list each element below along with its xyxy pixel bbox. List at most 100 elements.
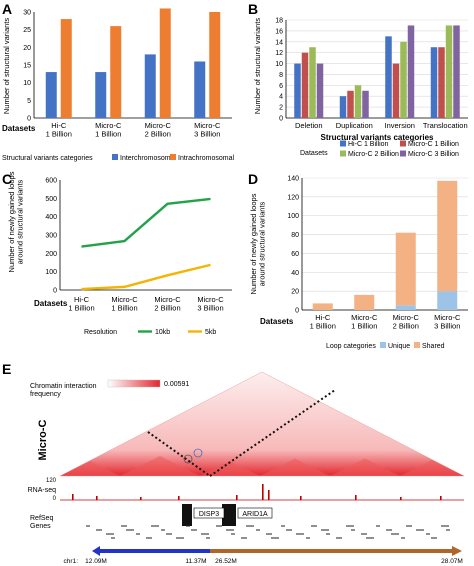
x-tick-label: Micro-C 2 Billion: [145, 121, 172, 139]
bar-series: [309, 47, 316, 118]
legend-entry: 10kb: [155, 329, 170, 336]
bar-series: [362, 90, 369, 118]
bar-series: [453, 25, 460, 119]
gene-label-box: [237, 507, 273, 519]
y-tick-label: 30: [23, 10, 31, 17]
bar-intrachromosomal: [209, 12, 221, 118]
x-tick-label: Hi-C 1 Billion: [310, 313, 336, 331]
legend-entry: Shared: [422, 343, 445, 350]
y-tick-label: 10: [275, 61, 283, 68]
x-axis-title: Datasets: [2, 124, 36, 133]
legend-entry: Micro-C 2 Billion: [348, 151, 399, 158]
bar-series: [316, 63, 324, 118]
x-tick-label: Micro-C 3 Billion: [197, 295, 224, 313]
gene-label-box: [193, 507, 225, 519]
x-tick-label: Micro-C 2 Billion: [393, 313, 420, 331]
y-tick-label: 100: [45, 269, 57, 276]
chr-coord: 26.52M: [215, 558, 237, 565]
rnaseq-peak: [236, 495, 238, 500]
bar-intrachromosomal: [60, 19, 72, 118]
tad-domain: [330, 458, 400, 476]
refseq-label: RefSeq Genes: [30, 515, 53, 530]
x-tick-label: Inversion: [385, 121, 415, 130]
rnaseq-peak: [400, 497, 402, 500]
panel-b-chart: B 0 2 4 6 8 10 12 14 16 18 Number of structural va…: [248, 1, 468, 158]
y-tick-label: 600: [45, 178, 57, 185]
x-tick-label: Deletion: [295, 121, 323, 130]
bar-series: [339, 96, 347, 118]
x-tick-label: Micro-C 3 Billion: [434, 313, 461, 331]
y-tick-label: 40: [291, 270, 299, 277]
bar-intrachromosomal: [110, 26, 122, 119]
y-tick-label: 25: [23, 27, 31, 34]
colorbar-title: Chromatin interaction frequency: [30, 383, 97, 398]
track-title: Micro-C: [37, 419, 49, 460]
y-axis-title: Number of newly gained loopsaround struc…: [7, 171, 25, 272]
y-tick-label: 300: [45, 233, 57, 240]
chr-coord: 11.37M: [185, 558, 206, 565]
legend-entry: Hi-C 1 Billion: [348, 141, 389, 148]
y-tick-label: 20: [23, 45, 31, 52]
legend-entry: Micro-C 1 Billion: [408, 141, 459, 148]
panel-c-chart: C 0 100 200 300 400 500 600 Number of newly gai…: [2, 171, 232, 336]
rnaseq-peak: [178, 496, 180, 500]
gene-block-disp3: [182, 504, 192, 526]
bar-series: [354, 85, 362, 118]
loop-circle: [193, 448, 203, 458]
legend-swatch: [400, 150, 406, 157]
stacked-bar-shared: [437, 180, 458, 292]
x-tick-label: Duplication: [336, 121, 373, 130]
rnaseq-peak: [300, 496, 302, 500]
bar-series: [407, 25, 415, 119]
y-tick-label: 200: [45, 251, 57, 258]
y-tick-label: 18: [275, 18, 283, 25]
chr-label: chr1:: [64, 558, 79, 565]
y-tick-label: 120: [287, 194, 299, 201]
sv-dotted-line: [209, 389, 336, 477]
rnaseq-ymin: 0: [53, 496, 57, 502]
legend-swatch: [170, 154, 176, 160]
rnaseq-peak: [440, 496, 442, 500]
y-axis-title: Number of newly gained loopsaround struc…: [249, 193, 267, 294]
loop-circle: [183, 454, 193, 464]
y-tick-label: 0: [279, 116, 283, 123]
legend-title: Resolution: [84, 329, 117, 336]
rnaseq-peak: [355, 495, 357, 500]
bar-series: [400, 41, 407, 118]
rnaseq-ymax: 120: [46, 478, 57, 484]
tad-domain: [400, 460, 464, 476]
bar-interchromosomal: [144, 54, 156, 118]
rnaseq-label: RNA-seq: [28, 487, 57, 494]
y-tick-label: 0: [27, 116, 31, 123]
tad-domain: [120, 456, 200, 476]
legend-entry: 5kb: [205, 329, 216, 336]
rnaseq-peak: [72, 494, 74, 500]
x-axis-title: Datasets: [34, 299, 68, 308]
y-tick-label: 8: [279, 72, 283, 79]
rnaseq-peak: [96, 496, 98, 500]
x-tick-label: Micro-C 3 Billion: [194, 121, 221, 139]
legend-swatch: [112, 154, 118, 160]
bar-interchromosomal: [45, 72, 57, 118]
y-tick-label: 16: [275, 28, 283, 35]
legend-entry: Intrachromosomal: [178, 155, 234, 162]
y-tick-label: 100: [287, 213, 299, 220]
tad-domain: [260, 458, 330, 476]
bar-series: [438, 47, 445, 118]
bar-series: [294, 63, 301, 118]
panel-d-chart: D 0 20 40 60 80 100 120 140 Number of newly gain…: [248, 171, 468, 350]
x-tick-label: Hi-C 1 Billion: [68, 295, 94, 313]
bar-series: [385, 36, 392, 119]
y-axis-title: Number of structural variants: [253, 18, 262, 115]
bar-series: [301, 52, 309, 118]
panel-e-label: E: [2, 361, 11, 377]
x-tick-label: Micro-C 1 Billion: [111, 295, 138, 313]
y-tick-label: 4: [279, 94, 283, 101]
bar-interchromosomal: [194, 61, 206, 118]
panel-a-chart: A 0 5 10 15 20 25 30 Number of structural varia…: [2, 1, 234, 162]
x-tick-label: Micro-C 1 Billion: [351, 313, 378, 331]
y-tick-label: 12: [275, 50, 283, 57]
panel-c-label: C: [2, 171, 12, 187]
legend-title: Loop categories: [326, 343, 376, 350]
series-line-5kb: [81, 263, 211, 291]
